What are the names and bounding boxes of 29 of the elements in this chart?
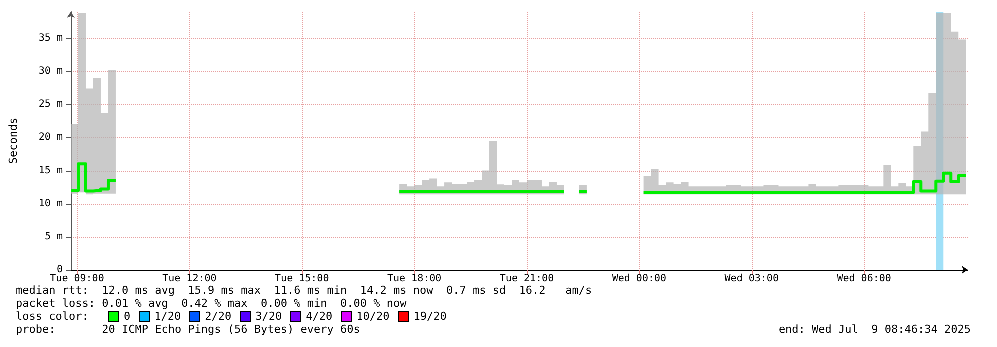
x-tick-label: Tue 18:00 bbox=[387, 274, 442, 284]
y-tick-label: 20 m bbox=[38, 132, 63, 144]
text: 3/20 bbox=[256, 310, 282, 323]
y-tick-label: 15 m bbox=[38, 165, 63, 176]
y-tick-label: 10 m bbox=[38, 198, 63, 210]
y-tick-label: 5 m bbox=[44, 231, 63, 242]
text: 19/20 bbox=[414, 310, 447, 323]
text: 2/20 bbox=[205, 310, 232, 323]
x-tick-label: Tue 21:00 bbox=[500, 274, 554, 284]
x-tick-label: Wed 00:00 bbox=[612, 274, 667, 284]
x-tick-label: Tue 09:00 bbox=[50, 274, 104, 284]
y-tick-label: 0 bbox=[56, 264, 63, 276]
text: end: Wed Jul 9 08:46:34 2025 bbox=[778, 323, 971, 336]
x-tick-label: Wed 03:00 bbox=[724, 274, 779, 284]
text: 0 bbox=[124, 310, 131, 323]
x-tick-label: Tue 15:00 bbox=[275, 274, 330, 284]
text: probe: 20 ICMP Echo Pings (56 Bytes) every 60s bbox=[16, 323, 360, 336]
y-axis-title: Seconds bbox=[7, 118, 20, 164]
x-tick-label: Tue 12:00 bbox=[162, 274, 217, 284]
y-tick-label: 30 m bbox=[38, 66, 63, 78]
text: 4/20 bbox=[306, 310, 333, 323]
text: median rtt: 12.0 ms avg 15.9 ms max 11.6 ms min 14.2 ms now 0.7 ms sd 16.2 am/s bbox=[16, 284, 594, 297]
text: packet loss: 0.01 % avg 0.42 % max 0.00 % min 0.00 % now bbox=[16, 297, 408, 310]
x-tick-label: Wed 06:00 bbox=[837, 274, 892, 284]
text: 10/20 bbox=[356, 310, 390, 323]
y-tick-label: 35 m bbox=[38, 32, 63, 44]
text: loss color: bbox=[16, 310, 90, 323]
text: 1/20 bbox=[154, 310, 182, 323]
y-tick-label: 25 m bbox=[38, 99, 63, 110]
